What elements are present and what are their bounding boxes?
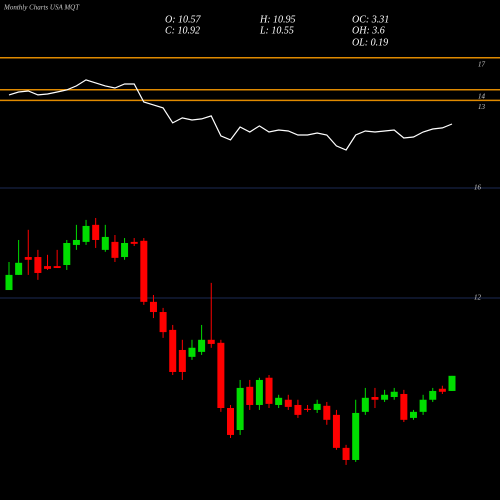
candle-body (217, 342, 225, 408)
stat-label: H: 10.95 (259, 14, 296, 25)
candle-body (53, 266, 61, 269)
candle-body (92, 224, 100, 240)
candle-body (381, 394, 389, 400)
candle-body (342, 447, 350, 460)
candle-body (265, 377, 273, 404)
candle-body (24, 257, 32, 260)
stat-label: OH: 3.6 (352, 25, 385, 36)
candle-body (246, 386, 254, 405)
candle-body (294, 404, 302, 415)
candle-body (159, 312, 167, 333)
candle-body (207, 339, 215, 344)
candle-body (178, 349, 186, 372)
candle-body (34, 257, 42, 273)
candle-body (101, 236, 109, 250)
indicator-tick-label: 14 (478, 92, 486, 100)
candle-body (448, 375, 456, 391)
candle-body (111, 241, 119, 258)
stat-label: O: 10.57 (165, 14, 202, 25)
candle-body (188, 347, 196, 357)
candle-body (63, 243, 71, 265)
candle-body (149, 301, 157, 313)
candle-body (332, 414, 340, 448)
candle-body (130, 241, 138, 244)
candle-body (323, 405, 331, 420)
candle-body (361, 397, 369, 412)
candle-body (304, 408, 312, 410)
indicator-tick-label: 17 (478, 60, 486, 68)
candle-body (255, 379, 263, 405)
candle-body (390, 391, 398, 397)
stat-label: C: 10.92 (165, 25, 200, 36)
indicator-line (8, 79, 453, 151)
candle-body (15, 262, 23, 275)
candle-body (140, 240, 148, 302)
chart-title: Monthly Charts USA MQT (3, 4, 80, 12)
candle-body (72, 239, 80, 245)
y-tick-label: 12 (474, 294, 482, 302)
stat-label: L: 10.55 (259, 25, 294, 36)
candle-body (313, 403, 321, 410)
candle-body (438, 388, 446, 392)
candle-body (419, 399, 427, 412)
candle-body (429, 390, 437, 400)
candle-body (275, 397, 283, 405)
candle-body (169, 329, 177, 372)
candle-body (352, 412, 360, 460)
stat-label: OL: 0.19 (352, 37, 388, 48)
candle-body (198, 339, 206, 352)
y-tick-label: 16 (474, 184, 482, 192)
candle-body (409, 411, 417, 418)
candle-body (227, 408, 234, 435)
candle-body (82, 225, 90, 242)
candle-body (236, 387, 244, 430)
indicator-tick-label: 13 (478, 103, 486, 111)
candle-body (121, 243, 129, 258)
candle-body (44, 266, 52, 269)
candle-body (5, 274, 13, 291)
candle-body (284, 399, 292, 407)
candle-body (371, 397, 379, 400)
candle-body (400, 393, 408, 420)
stat-label: OC: 3.31 (352, 14, 389, 25)
